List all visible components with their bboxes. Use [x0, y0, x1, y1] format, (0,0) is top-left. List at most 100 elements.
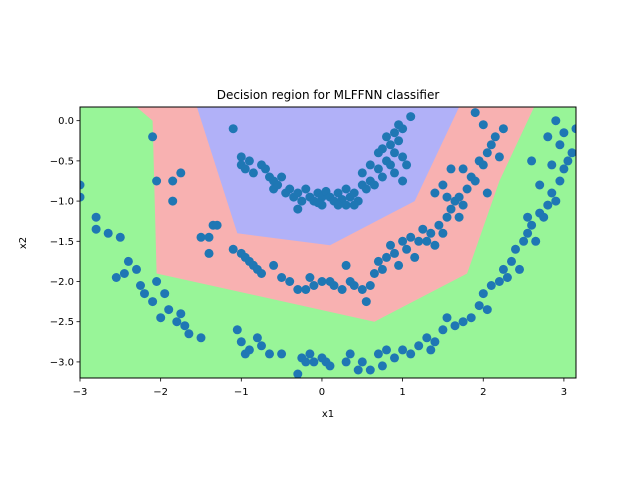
data-point	[123, 256, 133, 266]
data-point	[470, 108, 480, 118]
data-point	[502, 273, 512, 282]
data-point	[357, 357, 367, 367]
data-point	[196, 333, 206, 343]
data-point	[418, 224, 428, 234]
data-point	[317, 277, 327, 286]
data-point	[382, 132, 391, 142]
data-point	[91, 212, 101, 222]
data-point	[422, 236, 432, 246]
data-point	[257, 341, 266, 351]
data-point	[228, 124, 238, 134]
data-point	[434, 220, 444, 230]
data-point	[301, 285, 311, 294]
y-tick-label: −2.5	[50, 317, 74, 328]
data-point	[498, 264, 508, 274]
x-tick-label: −1	[234, 387, 249, 398]
data-point	[337, 285, 347, 294]
data-point	[515, 264, 524, 274]
data-point	[494, 277, 504, 286]
data-point	[91, 224, 101, 234]
data-point	[386, 140, 395, 150]
data-point	[140, 289, 149, 299]
data-point	[422, 333, 432, 343]
data-point	[390, 353, 399, 363]
data-point	[446, 164, 456, 174]
data-point	[498, 124, 508, 134]
data-point	[406, 232, 416, 242]
data-point	[430, 188, 440, 198]
y-tick-label: −1.0	[50, 197, 74, 208]
data-point	[244, 345, 254, 355]
data-point	[486, 281, 496, 290]
data-point	[438, 180, 448, 190]
plot-area	[80, 107, 576, 378]
data-point	[293, 369, 303, 378]
data-point	[365, 160, 375, 170]
data-point	[180, 321, 190, 331]
data-point	[132, 264, 141, 274]
data-point	[232, 325, 242, 335]
data-point	[152, 277, 162, 286]
data-point	[373, 148, 383, 158]
data-point	[301, 184, 311, 194]
data-point	[373, 256, 383, 266]
data-point	[442, 192, 452, 202]
data-point	[551, 196, 561, 206]
data-point	[410, 252, 420, 262]
data-point	[406, 112, 416, 122]
data-point	[293, 285, 303, 294]
data-point	[168, 196, 178, 206]
data-point	[269, 260, 279, 270]
data-point	[184, 329, 194, 339]
data-point	[176, 309, 186, 319]
data-point	[390, 168, 399, 178]
data-point	[148, 132, 158, 142]
y-tick-label: 0.0	[58, 116, 74, 127]
data-point	[402, 160, 412, 170]
data-point	[466, 313, 476, 323]
data-point	[462, 184, 472, 194]
y-axis-title: x2	[18, 237, 29, 249]
data-point	[430, 240, 440, 250]
data-point	[196, 232, 206, 242]
data-point	[377, 361, 387, 371]
data-point	[555, 176, 565, 186]
data-point	[349, 200, 359, 210]
data-point	[119, 269, 129, 278]
data-point	[450, 321, 460, 331]
x-tick-label: 3	[561, 387, 567, 398]
data-point	[136, 281, 145, 290]
data-point	[285, 277, 295, 286]
data-point	[164, 305, 174, 315]
data-point	[386, 240, 395, 250]
data-point	[293, 188, 303, 198]
data-point	[394, 260, 404, 270]
data-point	[341, 357, 351, 367]
data-point	[172, 317, 182, 327]
data-point	[261, 164, 270, 174]
data-point	[285, 184, 295, 194]
data-point	[390, 148, 399, 158]
data-point	[341, 184, 351, 194]
data-point	[438, 228, 448, 238]
data-point	[478, 160, 488, 170]
data-point	[265, 349, 274, 359]
data-point	[349, 281, 359, 290]
data-point	[80, 180, 85, 190]
data-point	[365, 281, 375, 290]
data-point	[519, 236, 529, 246]
data-point	[567, 148, 576, 158]
data-point	[507, 256, 516, 266]
y-tick-label: −2.0	[50, 277, 74, 288]
data-point	[559, 164, 569, 174]
x-tick-label: 0	[319, 387, 325, 398]
data-point	[470, 176, 480, 186]
data-point	[454, 192, 464, 202]
data-point	[277, 273, 287, 282]
data-point	[494, 152, 504, 162]
data-point	[297, 196, 307, 206]
data-point	[551, 116, 561, 126]
x-tick-label: 1	[399, 387, 405, 398]
y-tick-label: −0.5	[50, 156, 74, 167]
